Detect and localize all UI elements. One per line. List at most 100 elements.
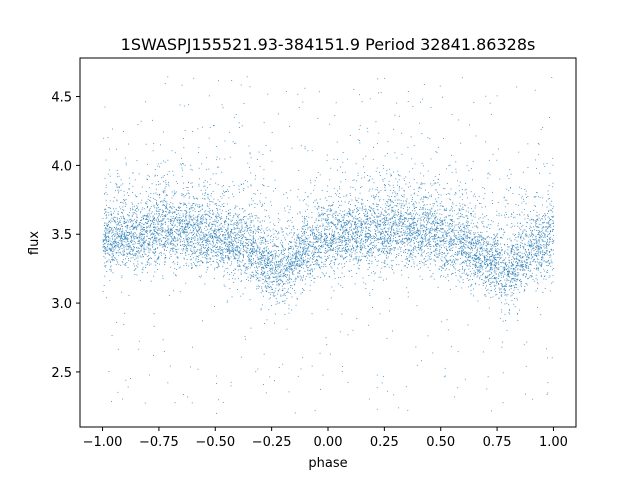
data-point [284,268,286,270]
data-point [525,276,527,277]
data-point [146,231,148,233]
data-point [182,194,184,196]
data-point [259,236,261,238]
data-point [252,249,253,251]
data-point [114,220,115,222]
data-point [482,253,484,254]
data-point [469,232,471,234]
data-point [384,224,386,226]
data-point [112,237,114,239]
data-point [237,245,238,247]
data-point [482,244,484,246]
data-point [530,249,532,251]
data-point [244,210,246,211]
data-point [320,246,321,247]
data-point [497,148,499,150]
data-point [462,223,464,224]
data-point [304,232,306,234]
data-point [521,202,523,204]
data-point [206,249,208,251]
data-point [249,274,251,276]
data-point [276,281,278,283]
data-point [405,200,407,202]
data-point [479,271,481,272]
data-point [379,220,381,222]
data-point [207,249,209,250]
data-point [274,225,276,226]
data-point [231,272,233,273]
data-point [378,191,380,193]
data-point [439,237,441,239]
data-point [103,244,104,246]
data-point [359,213,360,214]
data-point [324,213,326,214]
data-point [437,182,439,184]
data-point [142,245,143,247]
data-point [473,257,475,259]
data-point [202,223,204,225]
data-point [176,249,177,251]
data-point [415,202,417,204]
data-point [266,264,268,266]
data-point [208,240,210,242]
data-point [549,117,550,118]
data-point [403,265,405,267]
data-point [140,250,142,252]
data-point [294,280,296,282]
data-point [409,225,411,226]
data-point [414,224,416,226]
data-point [217,262,218,264]
data-point [124,253,126,255]
data-point [212,212,214,214]
data-point [366,236,368,238]
data-point [408,254,410,256]
data-point [117,244,119,246]
data-point [378,230,380,232]
data-point [276,284,278,286]
data-point [351,276,353,278]
data-point [198,241,200,243]
data-point [158,213,160,214]
data-point [198,207,200,208]
data-point [267,263,269,264]
data-point [274,243,276,245]
data-point [243,265,244,267]
data-point [215,216,217,218]
data-point [231,228,233,230]
data-point [404,242,406,244]
data-point [253,242,255,244]
data-point [257,247,258,249]
data-point [352,237,354,239]
data-point [146,216,148,218]
data-point [333,158,335,160]
data-point [504,266,506,268]
data-point [144,253,146,255]
data-point [441,205,443,207]
data-point [459,236,461,238]
data-point [132,251,134,253]
data-point [384,223,385,224]
data-point [413,179,415,180]
data-point [361,245,362,247]
data-point [148,240,150,242]
data-point [232,141,234,143]
data-point [173,261,175,262]
data-point [222,235,224,237]
data-point [344,237,345,239]
data-point [228,248,230,250]
data-point [169,219,171,221]
data-point [259,261,261,263]
data-point [459,240,461,242]
data-point [177,207,179,209]
data-point [416,230,418,231]
data-point [185,211,187,212]
data-point [335,237,337,239]
data-point [494,278,496,280]
data-point [337,159,338,160]
data-point [544,235,546,237]
data-point [178,206,180,208]
data-point [470,265,471,267]
data-point [430,158,432,160]
data-point [187,242,189,244]
data-point [270,262,272,264]
